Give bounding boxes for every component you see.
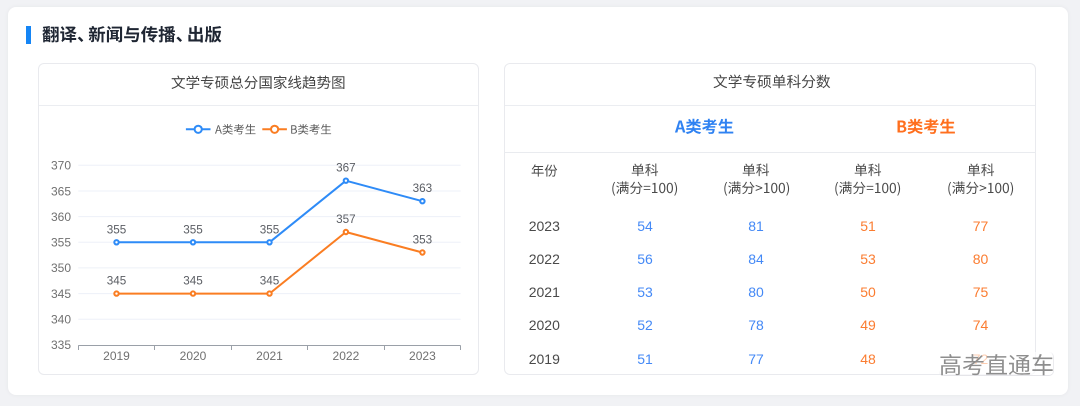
svg-text:365: 365	[51, 184, 71, 198]
svg-text:367: 367	[336, 162, 356, 175]
svg-text:345: 345	[107, 275, 127, 288]
svg-text:335: 335	[51, 338, 71, 352]
svg-text:2022: 2022	[333, 349, 360, 363]
svg-text:345: 345	[183, 275, 203, 288]
svg-text:2019: 2019	[103, 349, 130, 363]
svg-text:355: 355	[260, 223, 280, 236]
svg-text:355: 355	[183, 223, 203, 236]
svg-text:360: 360	[51, 210, 71, 224]
svg-text:363: 363	[413, 182, 433, 195]
svg-text:357: 357	[336, 213, 356, 226]
svg-text:355: 355	[51, 236, 71, 250]
svg-text:340: 340	[51, 313, 71, 327]
svg-text:345: 345	[260, 275, 280, 288]
svg-text:2021: 2021	[256, 349, 283, 363]
svg-text:355: 355	[107, 223, 127, 236]
svg-text:353: 353	[413, 234, 433, 247]
svg-text:345: 345	[51, 287, 71, 301]
svg-text:2020: 2020	[180, 349, 207, 363]
svg-text:350: 350	[51, 261, 71, 275]
svg-text:370: 370	[51, 159, 71, 173]
svg-text:2023: 2023	[409, 349, 436, 363]
